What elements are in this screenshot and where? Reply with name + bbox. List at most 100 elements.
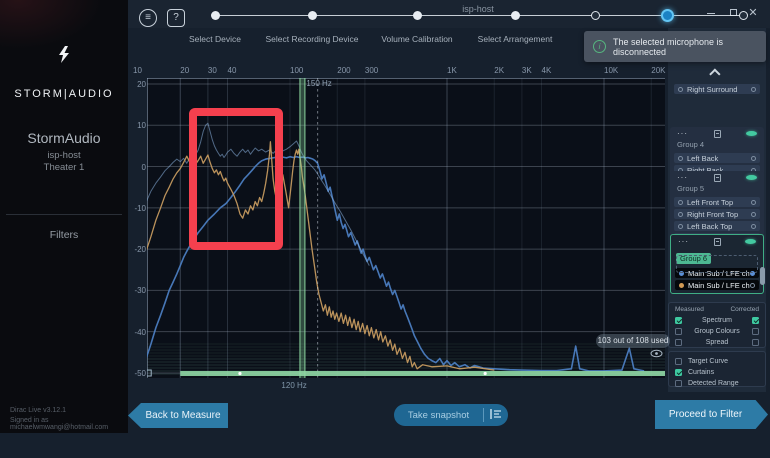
stepper-dot-2[interactable] [307, 11, 317, 20]
group-card-header: ··· [670, 171, 764, 184]
proceed-to-filter-export-button[interactable]: Proceed to Filter Export [655, 400, 768, 429]
group-menu-icon[interactable]: ··· [677, 172, 688, 182]
group-name: Group 5 [677, 184, 705, 193]
checkbox-measured-group-colours[interactable] [675, 327, 682, 335]
take-snapshot-button[interactable]: Take snapshot [394, 404, 508, 426]
range-handle[interactable] [483, 371, 487, 376]
x-axis-tick-label: 3K [521, 66, 532, 75]
legend-row: Spectrum [669, 315, 765, 325]
group-menu-icon[interactable]: ··· [677, 128, 688, 138]
checkbox-corrected-group-colours[interactable] [752, 327, 759, 335]
x-axis-tick-label: 20 [180, 66, 190, 75]
group-name: Group 6 [676, 253, 712, 264]
legend-row: Spread [669, 337, 765, 347]
brand-logo: STORM|AUDIO [14, 88, 114, 100]
group-visibility-toggle-icon[interactable] [746, 131, 757, 136]
y-axis-tick-label: -30 [134, 286, 146, 296]
checkbox-corrected-spectrum[interactable] [752, 316, 759, 324]
scroll-up-chevron-icon[interactable] [700, 63, 734, 80]
channel-row[interactable]: Left Front Top [674, 197, 760, 207]
group-copy-icon[interactable] [713, 173, 721, 182]
speaker-icon [678, 211, 683, 217]
signed-in-user: Signed in as michaelwmwangi@hotmail.com [10, 417, 109, 431]
help-button[interactable]: ? [167, 9, 185, 27]
group-copy-icon[interactable] [713, 129, 721, 138]
channel-row[interactable]: Main Sub / LFE channel [675, 268, 759, 278]
stepper-dot-5[interactable] [590, 11, 600, 20]
group-card-header: ··· [671, 235, 763, 248]
y-axis-tick-label: -40 [134, 327, 146, 337]
legend-label: Spectrum [702, 316, 732, 324]
legend-row: Curtains [669, 367, 765, 377]
checkbox-detected-range[interactable] [675, 379, 682, 387]
take-snapshot-label: Take snapshot [407, 409, 470, 421]
stepper-label: Volume Calibration [381, 34, 453, 44]
group-drop-zone[interactable] [676, 255, 758, 273]
channel-row[interactable]: Left Back Top [674, 221, 760, 231]
minimize-button[interactable] [704, 7, 718, 19]
channel-ring-icon [751, 199, 756, 205]
group-card-header: ··· [670, 127, 764, 140]
cursor-frequency-label: 150 Hz [306, 79, 332, 88]
back-to-measure-button[interactable]: Back to Measure [128, 403, 228, 428]
visibility-eye-icon[interactable] [650, 349, 663, 358]
speaker-icon [678, 199, 683, 205]
channel-row[interactable]: Main Sub / LFE channel 2 [675, 280, 759, 290]
legend-col-measured: Measured [675, 306, 704, 313]
checkbox-corrected-spread[interactable] [752, 338, 759, 346]
y-axis-tick-label: -10 [134, 203, 146, 213]
snapshot-list-icon[interactable] [484, 406, 508, 424]
window-title: isp-host [462, 4, 494, 14]
legend-options-box: Target Curve Curtains Detected Range [668, 351, 766, 387]
checkbox-target-curve[interactable] [675, 357, 682, 365]
legend-matrix-box: Measured Corrected Spectrum Group Colours… [668, 302, 766, 348]
frequency-response-chart[interactable] [144, 78, 665, 378]
group-menu-icon[interactable]: ··· [678, 236, 689, 246]
stepper-dot-6[interactable] [660, 9, 674, 22]
speaker-icon [678, 223, 683, 229]
channel-ring-icon [751, 155, 756, 161]
channel-row[interactable]: Right Surround [674, 84, 760, 94]
close-button[interactable]: ✕ [748, 7, 758, 19]
checkbox-measured-spread[interactable] [675, 338, 682, 346]
sidebar-item-filters[interactable]: Filters [49, 229, 79, 241]
stepper-dot-7[interactable] [738, 11, 748, 20]
speaker-icon [678, 155, 683, 161]
x-axis-tick-label: 1K [447, 66, 457, 75]
x-axis-tick-label: 40 [227, 66, 237, 75]
stepper-dot-4[interactable] [510, 11, 520, 20]
channel-row[interactable]: Left Back [674, 153, 760, 163]
group-visibility-toggle-icon[interactable] [745, 239, 756, 244]
group-card[interactable]: ··· Group 4 Left Back Right Back [670, 127, 764, 178]
range-bar[interactable] [180, 371, 665, 376]
range-handle[interactable] [238, 371, 242, 376]
group-card[interactable]: ··· Group 6 Main Sub / LFE channel Main Sub… [670, 234, 764, 294]
legend-row: Target Curve [669, 356, 765, 366]
bolt-icon [59, 46, 69, 63]
hamburger-menu-button[interactable]: ≡ [139, 9, 157, 27]
series-2 [144, 141, 495, 371]
checkbox-measured-spectrum[interactable] [675, 316, 682, 324]
x-axis-tick-label: 10 [133, 66, 142, 75]
curtain-frequency-label[interactable]: 120 Hz [281, 381, 307, 390]
legend-label: Group Colours [694, 327, 740, 335]
stepper-dot-3[interactable] [412, 11, 422, 20]
legend-label: Spread [705, 338, 729, 346]
stepper-dot-1[interactable] [210, 11, 220, 20]
legend-label: Detected Range [688, 379, 739, 387]
group-copy-icon[interactable] [713, 237, 721, 246]
legend-label: Target Curve [688, 357, 729, 365]
series-0 [144, 155, 645, 372]
checkbox-curtains[interactable] [675, 368, 682, 376]
y-axis-tick-label: 10 [137, 121, 146, 131]
legend-col-corrected: Corrected [730, 306, 759, 313]
app-version: Dirac Live v3.12.1 [10, 407, 67, 414]
channel-row[interactable]: Right Front Top [674, 209, 760, 219]
y-axis-tick-label: 20 [137, 80, 146, 89]
panel-scrollbar[interactable] [760, 267, 765, 285]
maximize-button[interactable] [726, 7, 740, 19]
x-axis-tick-label: 4K [541, 66, 552, 75]
toast-notification: i The selected microphone is disconnecte… [584, 31, 766, 62]
group-visibility-toggle-icon[interactable] [746, 175, 757, 180]
y-axis-tick-label: -50 [134, 368, 146, 378]
